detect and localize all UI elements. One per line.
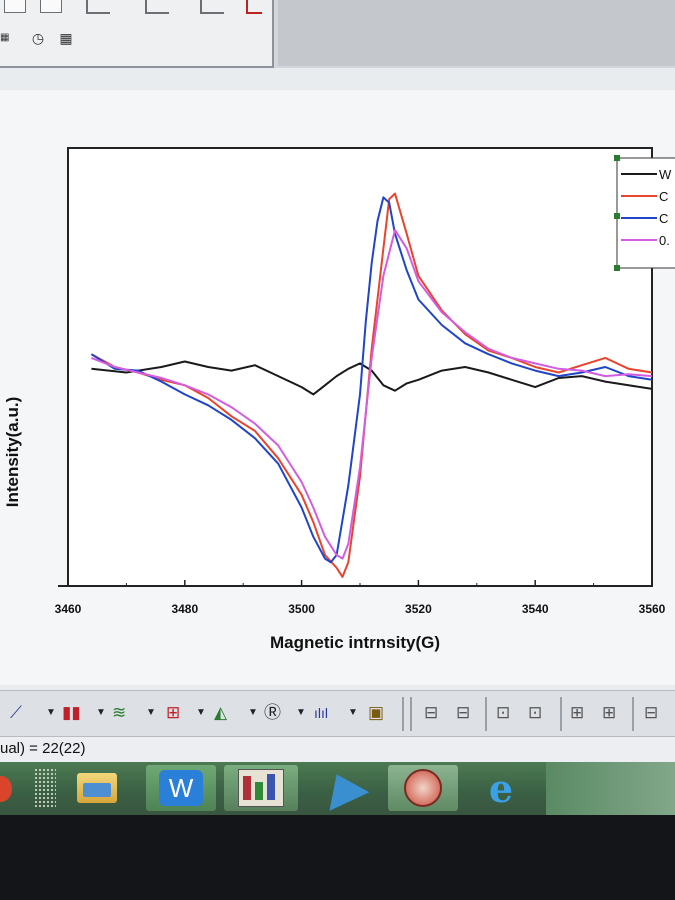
x-tick-label-5: 3560: [639, 602, 666, 616]
legend-handle-icon: [614, 155, 620, 161]
wps-writer-icon[interactable]: W: [146, 765, 216, 811]
chevron-down-icon[interactable]: ▼: [248, 707, 258, 718]
x-tick-label-2: 3500: [288, 602, 315, 616]
peak-icon[interactable]: ılıl: [314, 705, 328, 721]
chevron-down-icon[interactable]: ▼: [146, 707, 156, 718]
x-tick-label-4: 3540: [522, 602, 549, 616]
annotation-icon[interactable]: Ⓡ: [264, 703, 281, 722]
multi-line-icon[interactable]: ≋: [112, 703, 127, 722]
align-right-icon[interactable]: ⊟: [456, 703, 471, 722]
status-text: ual) = 22(22): [0, 740, 86, 757]
window-panel-left: ▦ ◷ ▦: [0, 0, 274, 68]
toolbar-separator: [410, 697, 412, 731]
group-icon[interactable]: ⊟: [644, 703, 659, 722]
bar-chart-icon[interactable]: ▮▮: [62, 703, 81, 722]
toolbar-separator: [632, 697, 634, 731]
y-axis-label: Intensity(a.u.): [3, 397, 22, 508]
legend-label-2: C: [659, 211, 668, 226]
legend-handle-icon: [614, 213, 620, 219]
legend-handle-icon: [614, 265, 620, 271]
series-line-2: [90, 196, 653, 564]
status-bar: ual) = 22(22): [0, 736, 675, 763]
file-explorer-icon[interactable]: [66, 765, 128, 811]
screen: ▦ ◷ ▦ 3460 3480 3500 3520 3540 3560 Magnetic …: [0, 0, 675, 815]
chevron-down-icon[interactable]: ▼: [348, 707, 358, 718]
toolbar-window-icon-1[interactable]: [4, 0, 26, 13]
line-chart-icon[interactable]: ⟋: [10, 703, 22, 722]
layer-icon[interactable]: ▣: [368, 703, 385, 722]
toolbar-window-icon-4[interactable]: [145, 0, 169, 14]
align-left-icon[interactable]: ⊟: [424, 703, 439, 722]
taskbar-grip: [34, 768, 56, 808]
chevron-down-icon[interactable]: ▼: [96, 707, 106, 718]
x-tick-label-3: 3520: [405, 602, 432, 616]
series-line-3: [91, 229, 653, 560]
plot-toolbar: ⟋ ▼ ▮▮ ▼ ≋ ▼ ⊞ ▼ ◭ ▼ Ⓡ ▼ ılıl ▼ ▣ ⊟ ⊟ ⊡ …: [0, 690, 675, 737]
series-line-0: [91, 360, 653, 396]
chevron-down-icon[interactable]: ▼: [196, 707, 206, 718]
bird-app-icon[interactable]: [306, 765, 380, 811]
area-chart-icon[interactable]: ◭: [214, 703, 228, 722]
box-plot-icon[interactable]: ⊞: [166, 703, 181, 722]
chevron-down-icon[interactable]: ▼: [46, 707, 56, 718]
top-panel: ▦ ◷ ▦: [0, 0, 675, 68]
toolbar-separator: [402, 697, 404, 731]
toolbar-separator: [485, 697, 487, 731]
align-icon[interactable]: ⊞: [570, 703, 585, 722]
legend-label-1: C: [659, 189, 668, 204]
align-top-icon[interactable]: ⊡: [496, 703, 511, 722]
toolbar-window-icon-6[interactable]: [246, 0, 262, 14]
chart-app-icon[interactable]: [388, 765, 458, 811]
clock-icon[interactable]: ◷: [31, 30, 45, 46]
legend-label-3: 0.: [659, 233, 670, 248]
taskbar-empty-area: [546, 762, 675, 815]
grid-icon[interactable]: ▦: [59, 30, 73, 46]
monitor-bezel: [0, 815, 675, 900]
toolbar-window-icon-2[interactable]: [40, 0, 62, 13]
toolbar-separator: [560, 697, 562, 731]
chevron-down-icon[interactable]: ▼: [296, 707, 306, 718]
x-tick-label-1: 3480: [171, 602, 198, 616]
taskbar: W e: [0, 762, 675, 815]
epr-chart: 3460 3480 3500 3520 3540 3560 Magnetic intrns…: [3, 147, 675, 652]
panel-grip-icon: ▦: [0, 32, 10, 43]
wps-label: W: [159, 770, 203, 806]
toolbar-window-icon-3[interactable]: [86, 0, 110, 14]
window-panel-right: [278, 0, 675, 66]
toolbar-window-icon-5[interactable]: [200, 0, 224, 14]
x-axis-label: Magnetic intrnsity(G): [270, 633, 440, 652]
legend-label-0: W: [659, 167, 672, 182]
x-tick-label-0: 3460: [55, 602, 82, 616]
align-bottom-icon[interactable]: ⊡: [528, 703, 543, 722]
legend-box: [616, 157, 675, 269]
internet-explorer-icon[interactable]: e: [488, 765, 514, 811]
distribute-icon[interactable]: ⊞: [602, 703, 617, 722]
start-orb-icon[interactable]: [0, 776, 12, 802]
origin-graph-icon[interactable]: [224, 765, 298, 811]
